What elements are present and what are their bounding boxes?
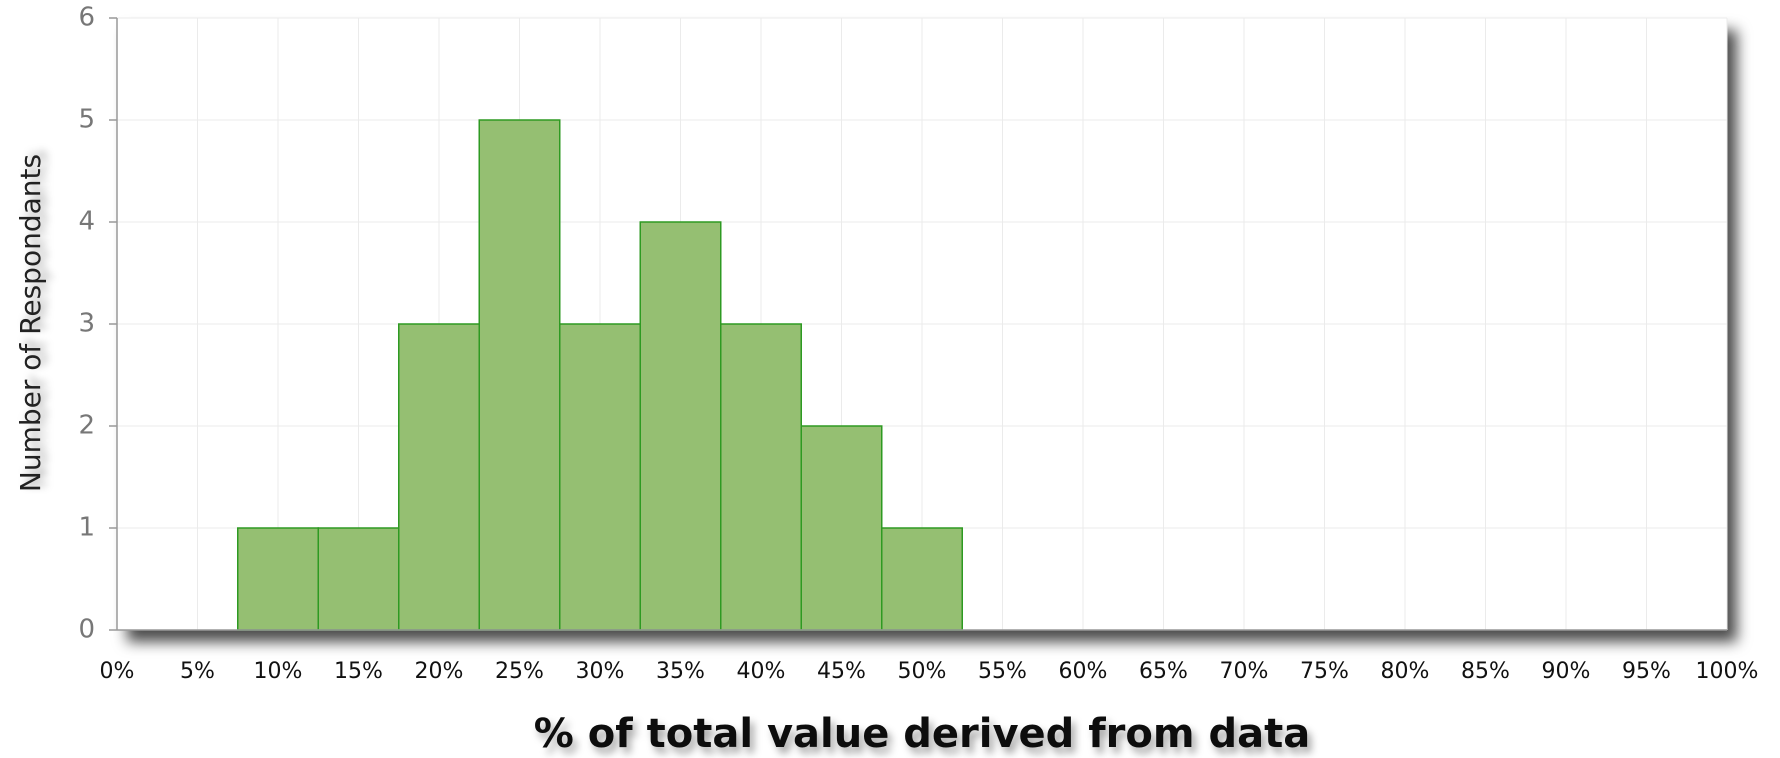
bar — [237, 527, 319, 631]
x-tick-label: 90% — [1542, 659, 1591, 684]
x-tick-label: 100% — [1696, 659, 1759, 684]
y-tick-label: 3 — [78, 309, 95, 339]
y-tick-label: 2 — [78, 411, 95, 441]
x-tick-label: 0% — [100, 659, 135, 684]
y-tick-label: 6 — [78, 3, 95, 33]
x-tick-label: 75% — [1300, 659, 1349, 684]
x-tick-label: 5% — [180, 659, 215, 684]
bar — [398, 323, 480, 631]
x-tick-label: 45% — [817, 659, 866, 684]
x-tick-label: 70% — [1220, 659, 1269, 684]
x-tick-label: 60% — [1059, 659, 1108, 684]
y-tick-label: 5 — [78, 105, 95, 135]
x-tick-label: 50% — [898, 659, 947, 684]
x-tick-label: 30% — [576, 659, 625, 684]
bar — [881, 527, 963, 631]
bar — [800, 425, 883, 631]
bar — [720, 323, 802, 631]
x-tick-label: 35% — [656, 659, 705, 684]
x-tick-label: 95% — [1622, 659, 1671, 684]
x-tick-label: 15% — [334, 659, 383, 684]
x-tick-label: 25% — [495, 659, 544, 684]
x-tick-label: 20% — [415, 659, 464, 684]
y-axis-label: Number of Respondants — [14, 154, 47, 492]
y-tick-label: 1 — [78, 513, 95, 543]
y-tick-label: 4 — [78, 207, 95, 237]
bar — [317, 527, 400, 631]
x-tick-label: 85% — [1461, 659, 1510, 684]
bar — [478, 119, 561, 631]
bar — [559, 323, 641, 631]
x-tick-label: 65% — [1139, 659, 1188, 684]
x-tick-label: 40% — [737, 659, 786, 684]
x-tick-label: 80% — [1381, 659, 1430, 684]
y-tick-label: 0 — [78, 615, 95, 645]
bar — [639, 221, 722, 631]
x-tick-label: 10% — [254, 659, 303, 684]
x-axis-label: % of total value derived from data — [534, 711, 1310, 757]
x-tick-label: 55% — [978, 659, 1027, 684]
